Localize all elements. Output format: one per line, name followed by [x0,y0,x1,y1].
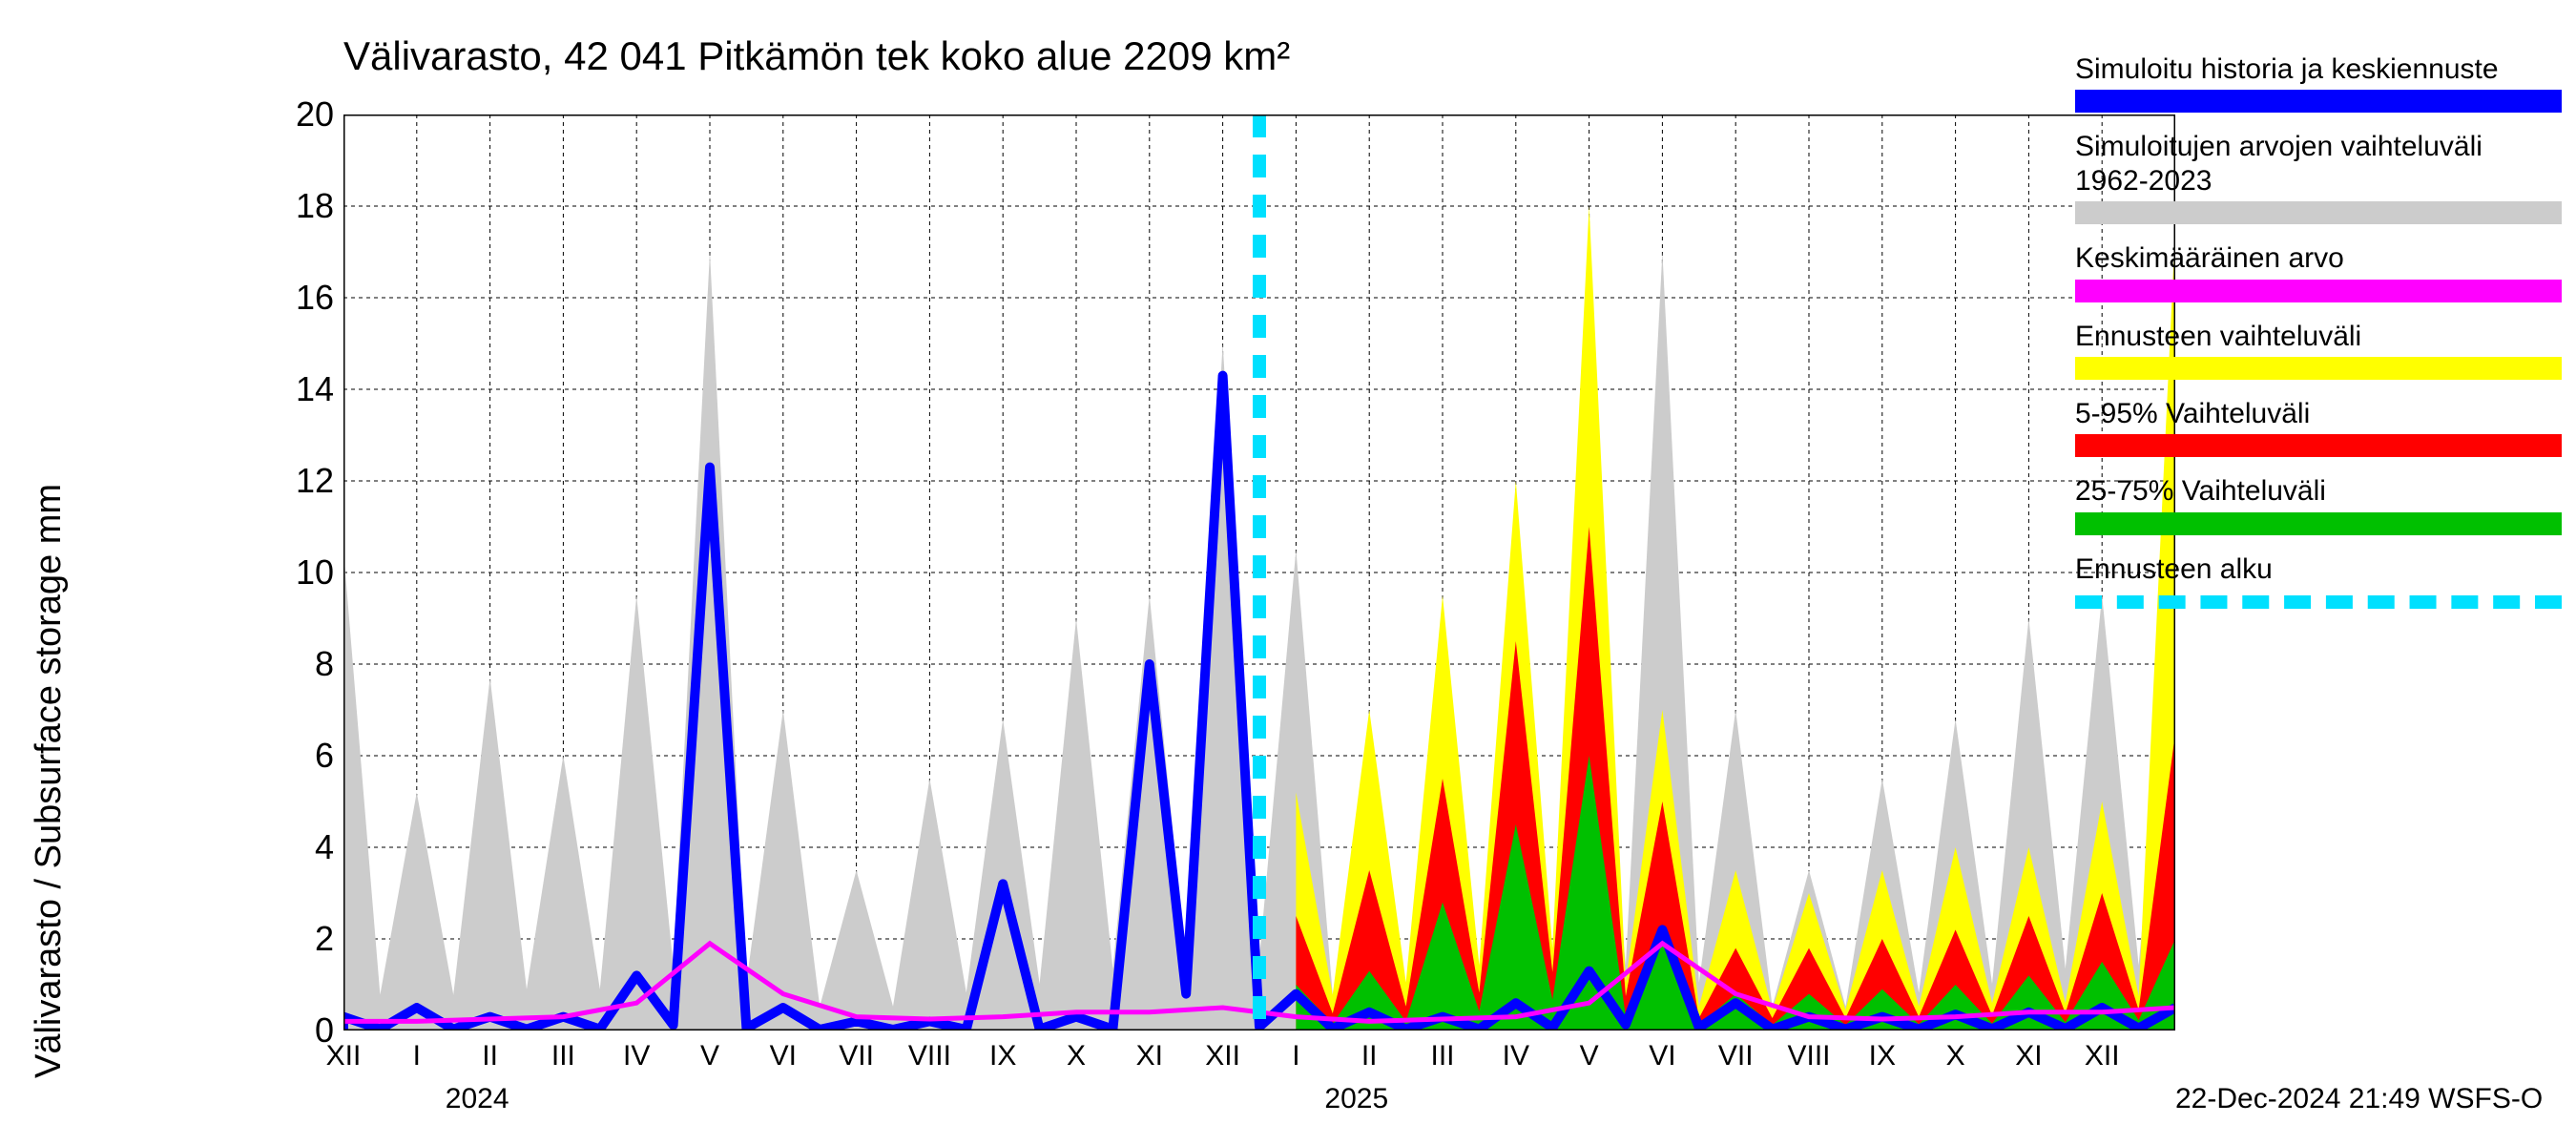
x-axis-labels: XIIIIIIIIIVVVIVIIVIIIIXXXIXIIIIIIIIIVVVI… [343,1040,2175,1078]
x-tick-label: XII [2085,1040,2120,1072]
x-tick-label: VII [1718,1040,1754,1072]
x-tick-label: VI [1649,1040,1675,1072]
legend-swatch [2075,201,2562,224]
x-tick-label: II [482,1040,498,1072]
x-tick-label: XI [2015,1040,2042,1072]
legend-entry: 25-75% Vaihteluväli [2075,474,2562,534]
x-tick-label: IV [1503,1040,1529,1072]
legend-text: Keskimääräinen arvo [2075,241,2562,275]
legend-text: Simuloitujen arvojen vaihteluväli 1962-2… [2075,130,2562,198]
legend: Simuloitu historia ja keskiennuste Simulo… [2075,52,2562,626]
y-tick-label: 10 [248,552,334,593]
legend-entry: Ennusteen vaihteluväli [2075,320,2562,380]
x-tick-label: III [1430,1040,1454,1072]
chart-plot [343,114,2175,1030]
legend-text: 25-75% Vaihteluväli [2075,474,2562,508]
legend-entry: Simuloitujen arvojen vaihteluväli 1962-2… [2075,130,2562,224]
legend-swatch [2075,434,2562,457]
y-axis-label: Välivarasto / Subsurface storage mm [29,484,70,1078]
x-tick-label: VIII [908,1040,951,1072]
legend-swatch [2075,280,2562,302]
x-tick-label: X [1946,1040,1965,1072]
y-tick-label: 14 [248,369,334,409]
legend-text: Ennusteen alku [2075,552,2562,586]
legend-text: 5-95% Vaihteluväli [2075,397,2562,430]
y-tick-label: 8 [248,644,334,684]
x-tick-label: IV [623,1040,650,1072]
x-tick-label: VII [839,1040,874,1072]
y-tick-label: 16 [248,278,334,318]
year-label: 2025 [1324,1083,1388,1115]
y-tick-label: 20 [248,94,334,135]
legend-text: Ennusteen vaihteluväli [2075,320,2562,353]
legend-swatch [2075,90,2562,113]
timestamp-label: 22-Dec-2024 21:49 WSFS-O [2175,1083,2543,1115]
year-labels: 2024 2025 [343,1083,2175,1121]
legend-entry: Simuloitu historia ja keskiennuste [2075,52,2562,113]
x-tick-label: XI [1136,1040,1163,1072]
y-tick-label: 0 [248,1010,334,1051]
legend-entry: Keskimääräinen arvo [2075,241,2562,302]
y-tick-label: 18 [248,186,334,226]
x-tick-label: X [1067,1040,1086,1072]
x-tick-label: IX [989,1040,1016,1072]
x-tick-label: XII [1205,1040,1240,1072]
x-tick-label: IX [1869,1040,1896,1072]
x-tick-label: III [551,1040,575,1072]
year-label: 2024 [446,1083,509,1115]
legend-swatch [2075,595,2562,609]
legend-entry: Ennusteen alku [2075,552,2562,609]
x-tick-label: V [700,1040,719,1072]
x-tick-label: V [1580,1040,1599,1072]
x-tick-label: I [413,1040,421,1072]
y-tick-label: 12 [248,461,334,501]
y-tick-label: 6 [248,736,334,776]
x-tick-label: II [1361,1040,1378,1072]
x-tick-label: VI [770,1040,797,1072]
x-tick-label: XII [326,1040,362,1072]
legend-text: Simuloitu historia ja keskiennuste [2075,52,2562,86]
chart-container: Välivarasto, 42 041 Pitkämön tek koko al… [0,0,2576,1145]
y-tick-label: 4 [248,827,334,867]
legend-entry: 5-95% Vaihteluväli [2075,397,2562,457]
legend-swatch [2075,357,2562,380]
legend-swatch [2075,512,2562,535]
y-axis-ticks: 02468101214161820 [248,114,334,1030]
chart-title: Välivarasto, 42 041 Pitkämön tek koko al… [343,33,1290,79]
x-tick-label: VIII [1787,1040,1830,1072]
y-tick-label: 2 [248,919,334,959]
x-tick-label: I [1292,1040,1299,1072]
